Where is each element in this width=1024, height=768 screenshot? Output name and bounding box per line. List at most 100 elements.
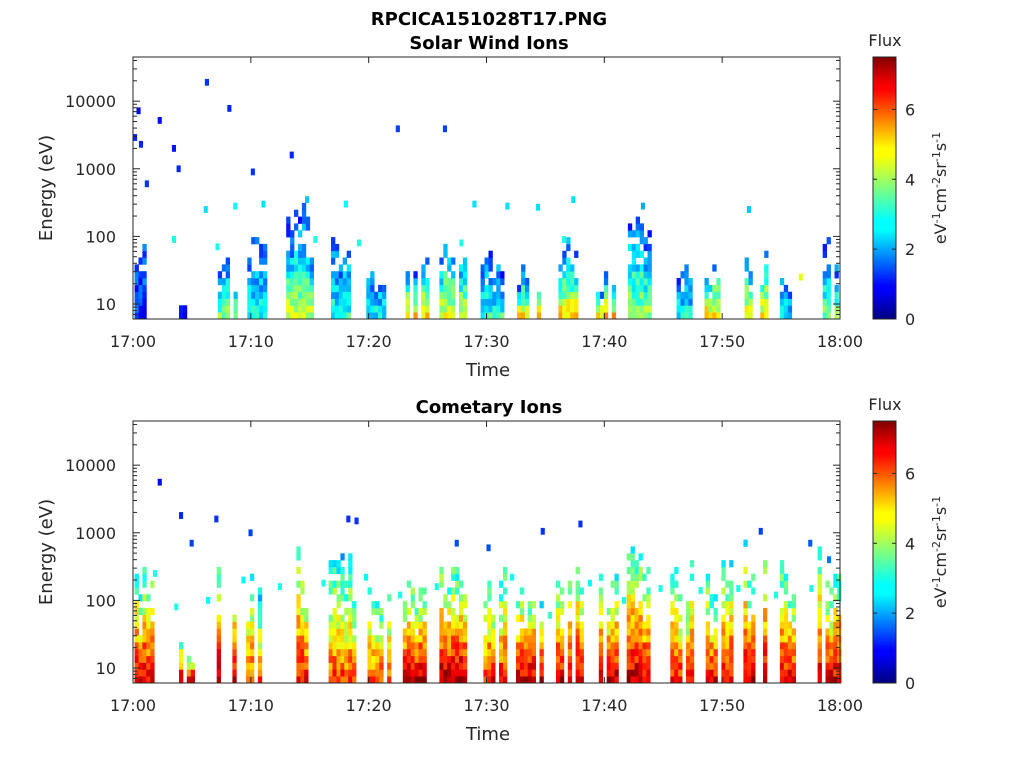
heatmap-cell	[712, 298, 717, 306]
heatmap-cell	[639, 230, 644, 238]
heatmap-cell	[491, 662, 496, 670]
heatmap-cell	[631, 298, 637, 306]
heatmap-cell	[709, 669, 714, 677]
heatmap-cell	[246, 642, 251, 650]
heatmap-cell	[686, 662, 691, 670]
heatmap-cell	[221, 298, 227, 306]
heatmap-cell	[634, 662, 639, 670]
heatmap-cell	[290, 298, 295, 306]
heatmap-cell	[451, 573, 456, 581]
heatmap-cell	[414, 648, 419, 657]
heatmap-cell	[763, 621, 768, 629]
heatmap-cell	[519, 587, 525, 595]
data-point	[746, 206, 751, 213]
heatmap-cell	[729, 662, 734, 670]
heatmap-cell	[729, 676, 734, 684]
heatmap-cell	[328, 587, 333, 595]
heatmap-cell	[346, 312, 351, 320]
heatmap-cell	[760, 312, 765, 320]
heatmap-cell	[638, 662, 643, 670]
heatmap-cell	[332, 560, 337, 568]
heatmap-cell	[342, 284, 347, 293]
heatmap-cell	[763, 614, 768, 622]
heatmap-cell	[491, 642, 496, 650]
heatmap-cell	[837, 573, 842, 581]
heatmap-cell	[559, 601, 565, 609]
heatmap-cell	[634, 676, 639, 684]
heatmap-cell	[406, 607, 412, 616]
colorbar-tick-label: 2	[905, 240, 915, 259]
heatmap-cell	[834, 305, 839, 313]
heatmap-cell	[257, 607, 263, 616]
heatmap-cell	[459, 580, 464, 588]
heatmap-cell	[787, 676, 793, 684]
heatmap-cell	[233, 312, 238, 320]
heatmap-cell	[138, 655, 143, 663]
heatmap-cell	[290, 237, 295, 245]
heatmap-cell	[626, 655, 631, 663]
heatmap-cell	[459, 635, 464, 643]
heatmap-cell	[425, 291, 430, 299]
heatmap-cell	[447, 587, 452, 595]
heatmap-cell	[257, 594, 263, 602]
heatmap-cell	[643, 312, 648, 320]
heatmap-cell	[627, 305, 633, 313]
heatmap-cell	[422, 607, 427, 616]
heatmap-cell	[421, 264, 426, 272]
heatmap-cell	[138, 271, 143, 279]
heatmap-cell	[296, 614, 301, 622]
data-point	[305, 196, 310, 203]
heatmap-cell	[763, 628, 768, 636]
data-point	[171, 236, 176, 243]
heatmap-cell	[462, 305, 468, 313]
heatmap-cell	[674, 566, 679, 575]
heatmap-cell	[263, 305, 268, 313]
heatmap-cell	[250, 642, 255, 650]
heatmap-cell	[575, 607, 580, 616]
heatmap-cell	[779, 278, 785, 286]
heatmap-cell	[834, 264, 839, 272]
heatmap-cell	[443, 628, 448, 636]
heatmap-cell	[451, 607, 456, 616]
heatmap-cell	[342, 271, 347, 279]
heatmap-cell	[606, 669, 611, 677]
heatmap-cell	[290, 230, 295, 238]
heatmap-cell	[567, 669, 573, 677]
heatmap-cell	[338, 264, 344, 272]
heatmap-cell	[574, 278, 579, 286]
heatmap-cell	[422, 648, 427, 657]
heatmap-cell	[247, 298, 252, 306]
heatmap-cell	[410, 642, 415, 650]
heatmap-cell	[217, 278, 223, 286]
heatmap-cell	[556, 662, 561, 670]
heatmap-cell	[134, 587, 139, 595]
heatmap-cell	[630, 662, 635, 670]
heatmap-cell	[480, 264, 485, 272]
heatmap-cell	[286, 250, 291, 258]
heatmap-cell	[134, 271, 139, 279]
heatmap-cell	[455, 669, 460, 677]
heatmap-cell	[406, 662, 412, 670]
heatmap-cell	[421, 271, 426, 279]
heatmap-cell	[713, 669, 718, 677]
heatmap-cell	[298, 257, 303, 265]
heatmap-cell	[336, 614, 341, 622]
heatmap-cell	[764, 312, 769, 320]
heatmap-cell	[462, 271, 468, 279]
heatmap-cell	[531, 648, 536, 657]
heatmap-cell	[712, 284, 717, 293]
data-point	[321, 579, 326, 587]
heatmap-cell	[499, 655, 504, 663]
data-point	[313, 236, 318, 243]
heatmap-cell	[826, 312, 831, 320]
heatmap-cell	[705, 573, 710, 581]
heatmap-cell	[556, 580, 561, 588]
heatmap-cell	[635, 230, 640, 238]
heatmap-cell	[570, 271, 575, 279]
heatmap-cell	[142, 628, 147, 636]
heatmap-cell	[331, 284, 336, 293]
heatmap-cell	[519, 648, 525, 657]
heatmap-cell	[447, 305, 452, 313]
x-tick-label: 17:20	[346, 332, 392, 351]
